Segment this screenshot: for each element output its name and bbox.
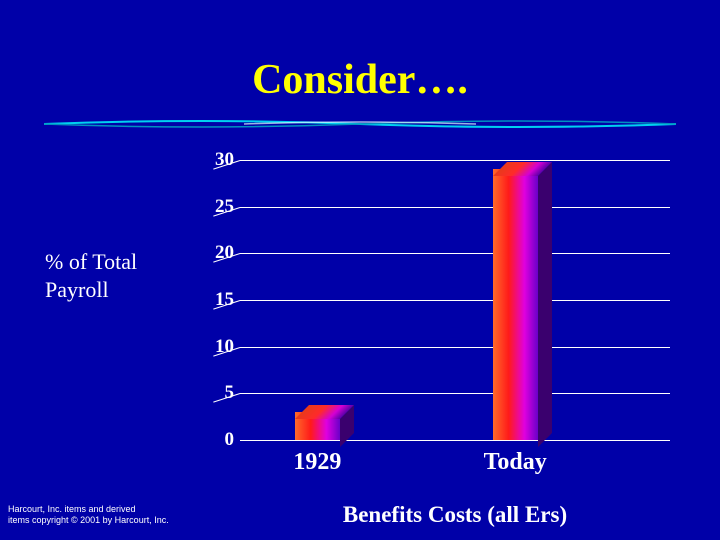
bar-1929 [295,412,340,440]
bar-today [493,169,538,440]
y-tick-label: 20 [184,242,234,264]
bar-side [538,162,552,447]
x-axis-title: Benefits Costs (all Ers) [240,502,670,528]
y-tick-label: 0 [184,429,234,451]
gridline [240,207,670,208]
y-tick-label: 15 [184,289,234,311]
x-category-label: 1929 [257,449,377,476]
y-tick-label: 25 [184,196,234,218]
gridline [240,160,670,161]
x-category-label: Today [455,449,575,476]
copyright-notice: Harcourt, Inc. items and derived items c… [8,504,169,526]
gridline [240,300,670,301]
gridline [240,440,670,441]
plot-area: 1929Today [240,160,670,440]
page-title: Consider…. [0,56,720,104]
gridline [240,393,670,394]
copyright-line1: Harcourt, Inc. items and derived [8,504,169,515]
copyright-line2: items copyright © 2001 by Harcourt, Inc. [8,515,169,526]
y-tick-label: 10 [184,336,234,358]
y-tick-label: 30 [184,149,234,171]
benefits-bar-chart: 1929Today Benefits Costs (all Ers) 05101… [180,160,676,460]
bar-front [493,169,538,440]
y-axis-label: % of Total Payroll [45,248,175,303]
title-divider [44,118,676,130]
gridline [240,347,670,348]
y-tick-label: 5 [184,382,234,404]
gridline [240,253,670,254]
